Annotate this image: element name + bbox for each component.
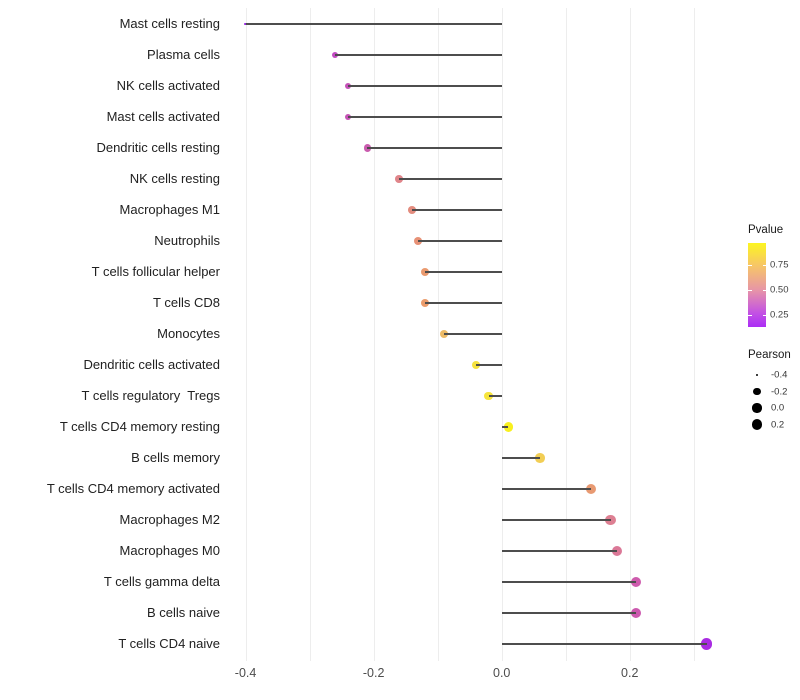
category-label: Mast cells activated: [106, 109, 220, 124]
pearson-legend-dot: [755, 373, 759, 377]
lollipop-dot: [535, 453, 545, 463]
lollipop-segment: [424, 302, 502, 304]
lollipop-segment: [418, 240, 502, 242]
gridline-x-0: [501, 8, 503, 661]
pearson-legend-dot: [751, 419, 763, 430]
category-label: T cells CD8: [153, 295, 220, 310]
lollipop-dot: [484, 391, 494, 401]
lollipop-segment: [367, 147, 502, 149]
gridline-x-0.2: [629, 8, 631, 661]
x-axis-tick-label: -0.2: [362, 666, 385, 680]
category-label: T cells regulatory Tregs: [81, 388, 220, 403]
lollipop-dot: [471, 360, 481, 370]
pearson-size-legend: Pearson -0.4 -0.2 0.0 0.2: [748, 349, 800, 451]
x-axis-tick-label: 0.2: [621, 666, 639, 680]
colorbar-tick: [748, 314, 752, 316]
pearson-legend-items: -0.4 -0.2 0.0 0.2: [748, 361, 800, 451]
category-label: T cells follicular helper: [91, 264, 220, 279]
lollipop-dot: [331, 51, 339, 59]
pearson-legend-dot: [753, 387, 761, 396]
lollipop-dot: [700, 638, 713, 650]
pvalue-legend-title: Pvalue: [748, 224, 784, 236]
gridline-x--0.2: [373, 8, 375, 661]
category-label: T cells CD4 memory activated: [46, 481, 220, 496]
category-label: Macrophages M0: [119, 543, 220, 558]
gridline-x-0.1: [565, 8, 567, 661]
lollipop-segment: [501, 488, 592, 490]
lollipop-segment: [501, 612, 637, 614]
lollipop-dot: [630, 576, 642, 588]
lollipop-segment: [399, 178, 502, 180]
lollipop-dot: [586, 483, 597, 495]
category-label: Dendritic cells resting: [96, 140, 220, 155]
colorbar-tick-label: 0.75: [770, 259, 789, 271]
lollipop-segment: [412, 209, 502, 211]
category-label: Dendritic cells activated: [83, 357, 220, 372]
lollipop-segment: [501, 550, 617, 552]
colorbar-tick: [748, 265, 752, 266]
gridline-x--0.1: [437, 8, 439, 661]
colorbar-tick-label: 0.25: [770, 309, 789, 321]
colorbar-tick: [762, 314, 766, 316]
category-label: T cells CD4 naive: [118, 636, 220, 651]
category-label: Mast cells resting: [119, 16, 220, 31]
category-label: Neutrophils: [154, 233, 220, 248]
gridline-x--0.3: [309, 8, 311, 661]
lollipop-segment: [245, 23, 502, 25]
category-label: Monocytes: [157, 326, 220, 341]
lollipop-dot: [363, 144, 371, 152]
lollipop-segment: [348, 85, 502, 87]
gridline-x-0.3: [693, 8, 695, 661]
lollipop-dot: [439, 329, 449, 339]
colorbar-tick: [762, 265, 766, 266]
category-label: T cells gamma delta: [103, 574, 220, 589]
lollipop-dot: [395, 175, 404, 183]
pvalue-color-legend: Pvalue 0.75 0.50 0.25: [748, 224, 800, 327]
category-label: NK cells resting: [129, 171, 220, 186]
category-label: NK cells activated: [116, 78, 220, 93]
lollipop-segment: [501, 426, 509, 428]
pvalue-colorbar: [748, 243, 766, 327]
colorbar-tick-label: 0.50: [770, 284, 789, 296]
lollipop-dot: [630, 607, 642, 619]
lollipop-segment: [348, 116, 502, 118]
pearson-legend-label: -0.4: [771, 369, 788, 381]
lollipop-dot: [503, 422, 513, 432]
lollipop-dot: [414, 237, 423, 245]
x-axis-tick-label: -0.4: [234, 666, 257, 680]
pearson-legend-label: -0.2: [771, 386, 788, 397]
lollipop-segment: [501, 519, 611, 521]
gridline-x--0.4: [245, 8, 247, 661]
category-label: B cells memory: [131, 450, 220, 465]
x-axis-tick-label: 0.0: [492, 666, 511, 680]
category-label: Macrophages M2: [119, 512, 220, 527]
lollipop-dot: [408, 206, 416, 214]
pearson-legend-dot: [752, 403, 762, 413]
lollipop-segment: [501, 457, 541, 459]
pvalue-colorbar-wrap: 0.75 0.50 0.25: [748, 243, 789, 327]
lollipop-segment: [424, 271, 502, 273]
colorbar-tick: [762, 290, 766, 292]
category-label: Macrophages M1: [119, 202, 220, 217]
pearson-legend-title: Pearson: [748, 349, 791, 361]
lollipop-segment: [335, 54, 502, 56]
colorbar-tick: [748, 290, 752, 292]
pearson-legend-label: 0.0: [771, 402, 785, 414]
lollipop-segment: [501, 581, 637, 583]
lollipop-dot: [611, 545, 623, 557]
category-label: B cells naive: [147, 605, 220, 620]
lollipop-segment: [476, 364, 502, 366]
category-label: Plasma cells: [147, 47, 220, 62]
lollipop-segment: [501, 643, 707, 645]
pearson-legend-label: 0.2: [771, 419, 785, 430]
lollipop-segment: [444, 333, 502, 335]
lollipop-dot: [605, 514, 616, 526]
lollipop-dot: [244, 22, 247, 26]
lollipop-segment: [488, 395, 502, 397]
category-label: T cells CD4 memory resting: [59, 419, 220, 434]
